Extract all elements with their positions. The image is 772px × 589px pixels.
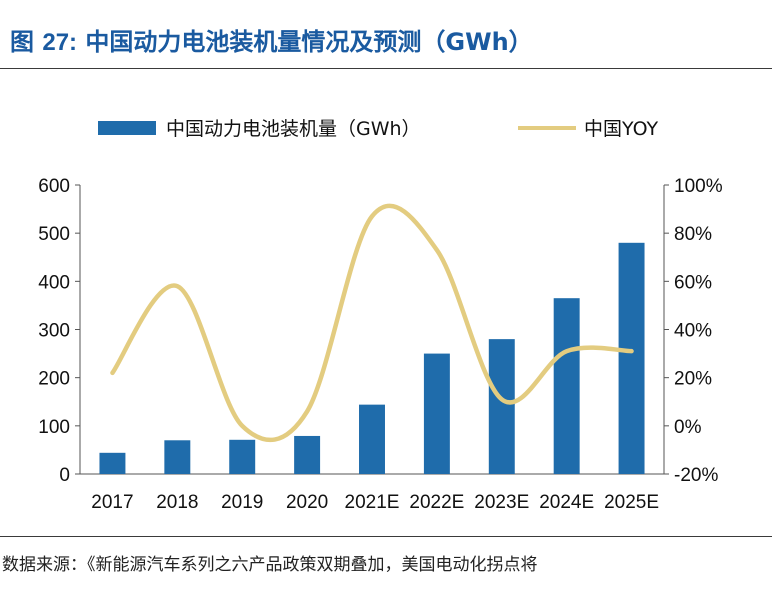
yoy-series-line [110, 203, 634, 443]
right-tick-label: 100% [674, 176, 723, 197]
legend: 中国动力电池装机量（GWh） 中国YOY [98, 118, 658, 140]
chart-title: 图 27: 中国动力电池装机量情况及预测（GWh） [10, 24, 533, 60]
left-tick-label: 200 [38, 369, 70, 390]
yoy-line [110, 203, 634, 443]
legend-line-label: 中国YOY [584, 118, 658, 140]
title-prefix: 图 [10, 28, 34, 56]
chart-svg: 中国动力电池装机量（GWh） 中国YOY 0 100 200 300 400 500 600 -… [38, 118, 722, 513]
bottom-divider [0, 536, 772, 537]
x-tick-label: 2024E [539, 492, 594, 513]
bar [618, 242, 645, 474]
left-tick-label: 100 [38, 417, 70, 438]
x-tick-label: 2017 [91, 492, 133, 513]
title-text: 中国动力电池装机量情况及预测（GWh） [85, 28, 533, 56]
right-tick-label: -20% [674, 465, 718, 486]
legend-bar-swatch [98, 121, 156, 135]
legend-bar-label: 中国动力电池装机量（GWh） [166, 118, 421, 140]
bar [164, 440, 191, 474]
bar [99, 452, 126, 474]
bars [99, 242, 645, 474]
right-tick-label: 40% [674, 321, 712, 342]
x-tick-label: 2021E [345, 492, 400, 513]
bar [294, 435, 321, 474]
bar [229, 439, 256, 474]
x-tick-label: 2025E [604, 492, 659, 513]
x-tick-label: 2022E [409, 492, 464, 513]
x-tick-label: 2018 [156, 492, 198, 513]
right-tick-label: 60% [674, 272, 712, 293]
left-tick-label: 500 [38, 224, 70, 245]
x-tick-label: 2020 [286, 492, 328, 513]
bar [359, 404, 385, 474]
title-number: 27: [42, 29, 78, 56]
bar [488, 339, 515, 474]
right-tick-label: 80% [674, 224, 712, 245]
tick-labels: 0 100 200 300 400 500 600 -20% 0% 20% 40% 60% 80% 100… [38, 176, 722, 513]
x-tick-label: 2019 [221, 492, 263, 513]
left-tick-label: 0 [59, 465, 70, 486]
right-tick-label: 0% [674, 417, 702, 438]
source-note: 数据来源：《新能源汽车系列之六产品政策双期叠加，美国电动化拐点将 [2, 555, 538, 575]
top-divider [0, 68, 772, 69]
left-tick-label: 400 [38, 272, 70, 293]
left-tick-label: 600 [38, 176, 70, 197]
x-tick-label: 2023E [474, 492, 529, 513]
right-tick-label: 20% [674, 369, 712, 390]
bar [553, 298, 580, 474]
left-tick-label: 300 [38, 321, 70, 342]
bar [423, 353, 450, 474]
